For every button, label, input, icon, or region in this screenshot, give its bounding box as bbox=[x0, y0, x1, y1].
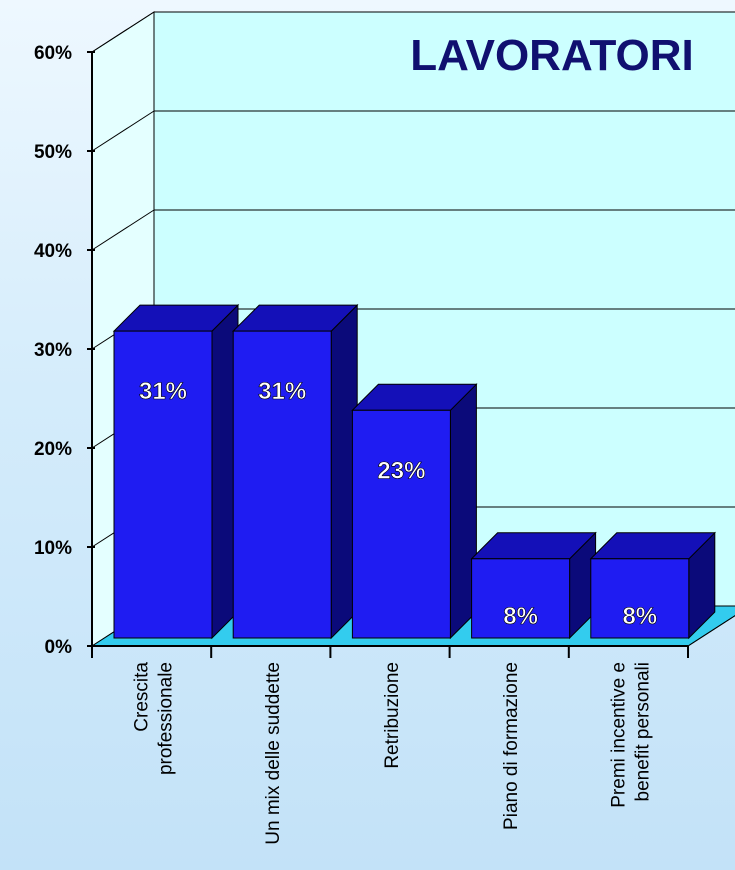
bar-front bbox=[471, 558, 571, 639]
y-tick-label: 50% bbox=[34, 142, 72, 163]
bar: 23% bbox=[351, 383, 478, 640]
x-axis-labels: Crescita professionale Un mix delle suddet… bbox=[132, 662, 654, 845]
bar-front bbox=[590, 558, 690, 639]
x-tick-label: Piano di formazione bbox=[501, 662, 522, 830]
y-tick-label: 40% bbox=[34, 241, 72, 262]
data-label: 8% bbox=[503, 603, 538, 630]
y-tick-label: 20% bbox=[34, 439, 72, 460]
x-tick-label: Retribuzione bbox=[382, 662, 403, 769]
floor-edge bbox=[687, 615, 735, 647]
data-label: 31% bbox=[258, 378, 306, 405]
bar: 8% bbox=[589, 531, 717, 640]
y-axis: 0% 10% 20% 30% 40% 50% 60% bbox=[34, 43, 735, 658]
gridline-diagonal bbox=[91, 11, 155, 53]
bar-front bbox=[113, 330, 213, 639]
x-tick-label: professionale bbox=[156, 662, 177, 775]
bars-group: 31% 31% 23% 8% 8% bbox=[112, 303, 717, 640]
gridline-diagonal bbox=[91, 209, 155, 251]
data-label: 23% bbox=[377, 457, 425, 484]
chart-title: LAVORATORI bbox=[410, 31, 694, 80]
bar: 31% bbox=[112, 303, 240, 640]
bar: 31% bbox=[231, 303, 359, 640]
x-tick-label: Premi incentive e bbox=[608, 662, 629, 808]
x-tick-label: Un mix delle suddette bbox=[263, 662, 284, 845]
bar-front bbox=[232, 330, 332, 639]
bar-front bbox=[351, 409, 451, 639]
y-tick-label: 30% bbox=[34, 340, 72, 361]
gridline-diagonal bbox=[91, 110, 155, 152]
x-tick-label: Crescita bbox=[132, 662, 153, 732]
y-tick-label: 0% bbox=[45, 637, 73, 658]
data-label: 31% bbox=[139, 378, 187, 405]
x-tick-label: benefit personali bbox=[632, 662, 653, 801]
y-tick-label: 60% bbox=[34, 43, 72, 64]
bar: 8% bbox=[470, 531, 597, 640]
y-tick-label: 10% bbox=[34, 538, 72, 559]
data-label: 8% bbox=[622, 603, 657, 630]
